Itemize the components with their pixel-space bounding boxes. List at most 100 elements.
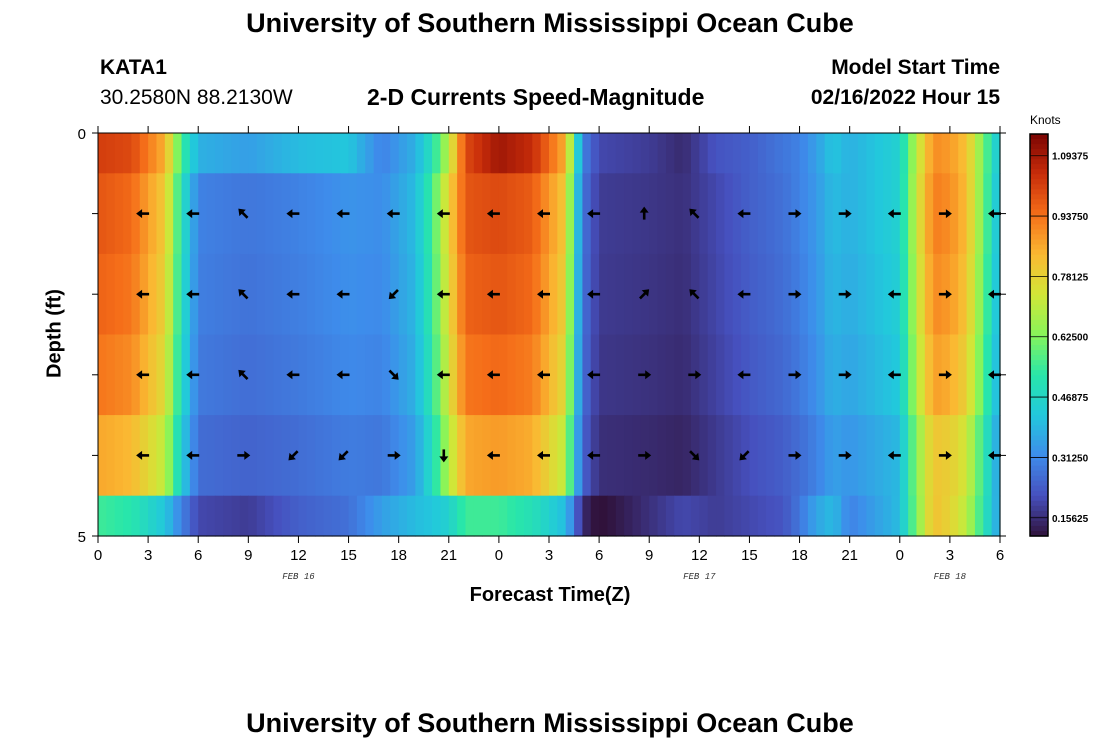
colorbar-segment <box>1030 425 1048 432</box>
colorbar-segment <box>1030 340 1048 346</box>
heatmap-cell <box>98 253 107 336</box>
heatmap-cell <box>699 253 709 336</box>
heatmap-cell <box>966 495 976 537</box>
heatmap-cell <box>114 334 124 416</box>
heatmap-cell <box>106 173 116 255</box>
heatmap-cell <box>858 334 867 416</box>
heatmap-cell <box>949 415 959 497</box>
heatmap-cell <box>398 133 408 174</box>
heatmap-cell <box>732 133 742 174</box>
heatmap-cell <box>849 253 859 336</box>
heatmap-cell <box>640 133 650 174</box>
heatmap-cell <box>599 415 609 497</box>
x-tick-label: 3 <box>144 547 152 564</box>
heatmap-cell <box>924 495 934 537</box>
heatmap-cell <box>732 334 742 416</box>
heatmap-cell <box>674 415 684 497</box>
heatmap-cell <box>323 133 333 174</box>
heatmap-cell <box>473 415 483 497</box>
heatmap-cell <box>732 415 742 497</box>
heatmap-cell <box>348 173 358 255</box>
colorbar-segment <box>1030 319 1048 326</box>
colorbar-segment <box>1030 435 1048 442</box>
current-arrow <box>336 370 350 380</box>
colorbar-segment <box>1030 465 1048 472</box>
heatmap-cell <box>507 495 517 537</box>
heatmap-cell <box>924 253 934 336</box>
heatmap-cell <box>173 133 183 174</box>
heatmap-cell <box>816 173 826 255</box>
heatmap-cell <box>114 133 124 174</box>
heatmap-cell <box>799 334 809 416</box>
colorbar-segment <box>1030 234 1048 241</box>
heatmap-cell <box>523 173 533 255</box>
heatmap-cell <box>807 173 817 255</box>
colorbar-segment <box>1030 219 1048 226</box>
x-axis-label: Forecast Time(Z) <box>469 584 631 606</box>
heatmap-cell <box>607 133 617 174</box>
colorbar-segment <box>1030 370 1048 376</box>
heatmap-cell <box>248 173 258 255</box>
heatmap-cell <box>540 495 550 537</box>
heatmap-cell <box>849 334 859 416</box>
current-arrow <box>838 289 852 299</box>
colorbar: Knots 0.15625 0.31250 0.46875 0.62500 0.78125… <box>1029 113 1089 537</box>
heatmap-cell <box>799 495 809 537</box>
heatmap-cell <box>665 253 675 336</box>
heatmap-cell <box>223 253 233 336</box>
heatmap-cell <box>657 173 667 255</box>
heatmap-cell <box>866 253 876 336</box>
heatmap-cell <box>148 133 158 174</box>
heatmap-cell <box>816 334 826 416</box>
heatmap-cell <box>298 133 308 174</box>
heatmap-cell <box>682 495 692 537</box>
heatmap-cell <box>624 334 634 416</box>
heatmap-cell <box>682 173 692 255</box>
heatmap-cell <box>398 334 408 416</box>
heatmap-cell <box>774 133 784 174</box>
current-arrow <box>887 370 901 380</box>
heatmap-cell <box>356 133 366 174</box>
heatmap-cell <box>832 173 842 255</box>
heatmap-cell <box>465 415 475 497</box>
heatmap-cell <box>181 253 191 336</box>
heatmap-cell <box>457 415 467 497</box>
heatmap-cell <box>682 415 692 497</box>
heatmap-cell <box>757 173 767 255</box>
x-tick-label: 15 <box>340 547 357 564</box>
heatmap-cell <box>682 133 692 174</box>
heatmap-cell <box>590 495 600 537</box>
current-arrow <box>537 289 550 299</box>
heatmap-cell <box>599 334 609 416</box>
heatmap-cell <box>223 173 233 255</box>
heatmap-cell <box>114 173 124 255</box>
day-label: FEB 16 <box>282 572 315 582</box>
station-id: KATA1 <box>100 56 167 79</box>
heatmap-cell <box>774 495 784 537</box>
heatmap-cell <box>665 133 675 174</box>
heatmap-cell <box>482 133 492 174</box>
y-tick-label: 0 <box>78 126 86 143</box>
heatmap-cell <box>557 253 567 336</box>
heatmap-cell <box>832 495 842 537</box>
current-arrow <box>436 209 450 219</box>
heatmap-cell <box>198 173 208 255</box>
heatmap-cell <box>615 173 625 255</box>
heatmap-cell <box>206 415 216 497</box>
current-arrow <box>737 289 751 299</box>
heatmap-cell <box>557 173 567 255</box>
heatmap-cell <box>832 253 842 336</box>
heatmap-cell <box>340 495 350 537</box>
current-arrow <box>387 450 401 460</box>
heatmap-cell <box>974 173 984 255</box>
heatmap-cell <box>256 173 266 255</box>
day-label: FEB 18 <box>934 572 967 582</box>
heatmap-cell <box>381 334 391 416</box>
heatmap-cell <box>958 495 968 537</box>
heatmap-cell <box>582 133 592 174</box>
heatmap-cell <box>799 253 809 336</box>
heatmap-cell <box>924 133 934 174</box>
heatmap-cell <box>315 133 325 174</box>
heatmap-cell <box>457 334 467 416</box>
heatmap-cell <box>407 495 416 537</box>
